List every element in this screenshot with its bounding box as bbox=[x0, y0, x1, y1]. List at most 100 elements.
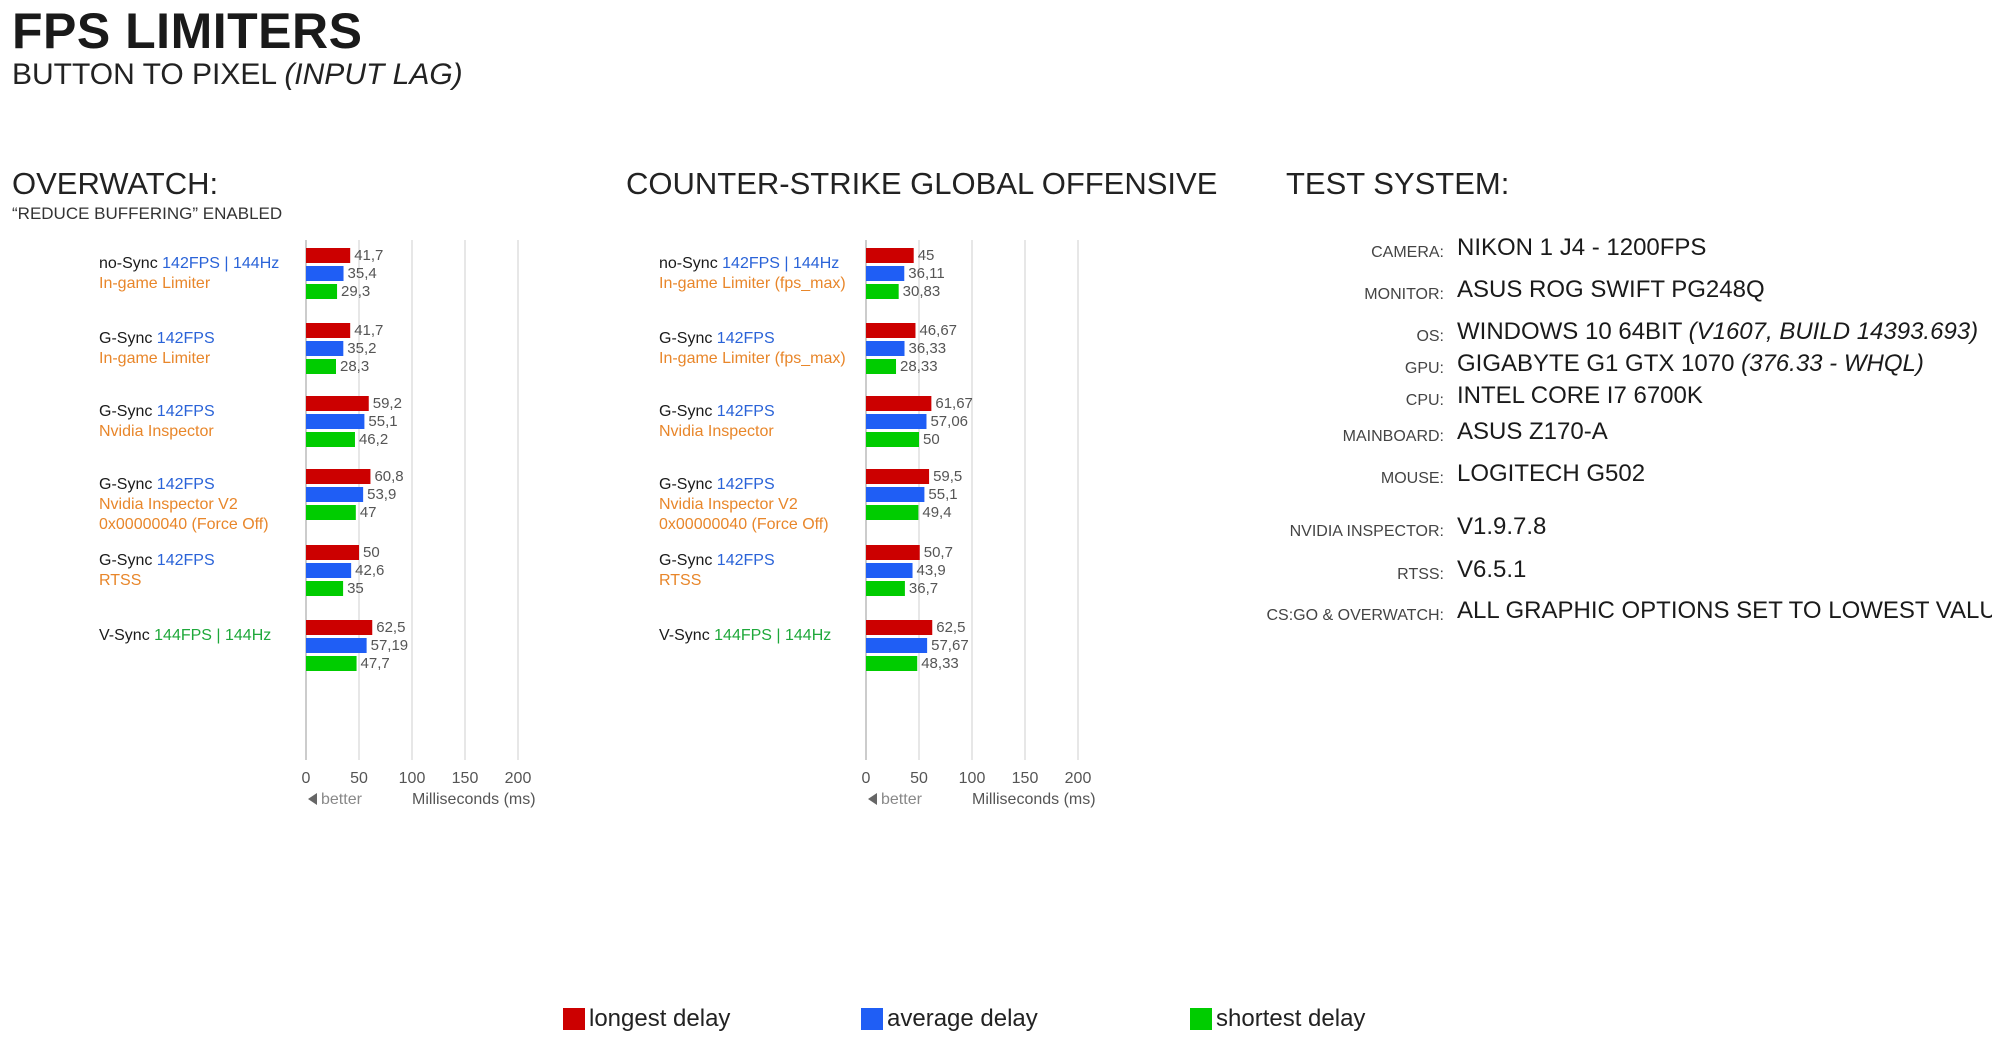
test-system-value: V1.9.7.8 bbox=[1457, 513, 1546, 541]
test-system-title: TEST SYSTEM: bbox=[1286, 166, 1510, 201]
bar-value-label: 36,33 bbox=[909, 340, 947, 357]
category-label: In-game Limiter (fps_max) bbox=[659, 275, 846, 292]
category-label: G-Sync 142FPS bbox=[99, 552, 215, 569]
bar-value-label: 53,9 bbox=[367, 486, 396, 503]
x-tick-label: 0 bbox=[302, 770, 311, 787]
category-label-part: Nvidia Inspector V2 bbox=[659, 496, 798, 513]
bar-value-label: 29,3 bbox=[341, 283, 370, 300]
legend-label: longest delay bbox=[589, 1005, 731, 1032]
legend-item: shortest delay bbox=[1190, 1005, 1365, 1033]
bar-value-label: 57,06 bbox=[930, 413, 968, 430]
better-arrow-icon bbox=[308, 793, 317, 805]
category-label: In-game Limiter bbox=[99, 350, 211, 367]
category-label-part: 0x00000040 (Force Off) bbox=[659, 516, 829, 533]
better-label: better bbox=[881, 791, 923, 808]
bar-value-label: 36,7 bbox=[909, 580, 938, 597]
bar-value-label: 62,5 bbox=[936, 619, 965, 636]
category-label: G-Sync 142FPS bbox=[99, 403, 215, 420]
category-label: G-Sync 142FPS bbox=[659, 403, 775, 420]
category-label: V-Sync 144FPS | 144Hz bbox=[659, 627, 831, 644]
bar bbox=[866, 359, 897, 374]
test-system-value-main: GIGABYTE G1 GTX 1070 bbox=[1457, 350, 1742, 377]
category-label: In-game Limiter bbox=[99, 275, 211, 292]
bar bbox=[866, 638, 928, 653]
category-label-part: 0x00000040 (Force Off) bbox=[99, 516, 269, 533]
test-system-value: GIGABYTE G1 GTX 1070 (376.33 - WHQL) bbox=[1457, 350, 1924, 378]
bar bbox=[866, 581, 905, 596]
category-label-part: 142FPS bbox=[717, 403, 775, 420]
bar-value-label: 28,33 bbox=[900, 358, 938, 375]
category-label-part: RTSS bbox=[99, 572, 141, 589]
bar bbox=[866, 469, 930, 484]
category-label-part: G-Sync bbox=[99, 552, 157, 569]
bar-value-label: 49,4 bbox=[922, 504, 951, 521]
test-system-row: GPU: GIGABYTE G1 GTX 1070 (376.33 - WHQL) bbox=[0, 350, 1992, 380]
bar bbox=[866, 656, 918, 671]
category-label-part: 142FPS bbox=[157, 403, 215, 420]
category-label: Nvidia Inspector V2 bbox=[99, 496, 238, 513]
category-label: RTSS bbox=[659, 572, 701, 589]
bar bbox=[866, 266, 905, 281]
bar-value-label: 50,7 bbox=[924, 544, 953, 561]
test-system-value: INTEL CORE I7 6700K bbox=[1457, 382, 1703, 410]
bar-value-label: 35,4 bbox=[348, 265, 377, 282]
category-label-part: G-Sync bbox=[659, 552, 717, 569]
x-axis-label: Milliseconds (ms) bbox=[972, 791, 1096, 808]
bar-value-label: 35 bbox=[347, 580, 364, 597]
category-label-part: 142FPS | 144Hz bbox=[162, 255, 279, 272]
test-system-row: MONITOR: ASUS ROG SWIFT PG248Q bbox=[0, 276, 1992, 306]
test-system-value-main: V6.5.1 bbox=[1457, 556, 1527, 583]
overwatch-title: OVERWATCH: bbox=[12, 166, 219, 201]
bar bbox=[306, 248, 351, 263]
category-label-part: 142FPS bbox=[157, 330, 215, 347]
bar bbox=[306, 266, 344, 281]
test-system-value: ASUS ROG SWIFT PG248Q bbox=[1457, 276, 1765, 304]
bar-value-label: 50 bbox=[923, 431, 940, 448]
bar bbox=[866, 432, 919, 447]
test-system-value-main: INTEL CORE I7 6700K bbox=[1457, 382, 1703, 409]
bar bbox=[866, 396, 932, 411]
x-tick-label: 150 bbox=[1012, 770, 1039, 787]
test-system-value: LOGITECH G502 bbox=[1457, 460, 1645, 488]
test-system-row: NVIDIA INSPECTOR: V1.9.7.8 bbox=[0, 513, 1992, 543]
test-system-row: CS:GO & OVERWATCH: ALL GRAPHIC OPTIONS SE… bbox=[0, 597, 1992, 627]
test-system-value-italic: (V1607, BUILD 14393.693) bbox=[1688, 318, 1979, 345]
bar-value-label: 47,7 bbox=[361, 655, 390, 672]
test-system-value-main: ALL GRAPHIC OPTIONS SET TO LOWEST VALUE bbox=[1457, 597, 1992, 624]
x-tick-label: 150 bbox=[452, 770, 479, 787]
bar bbox=[306, 341, 344, 356]
test-system-value-main: ASUS Z170-A bbox=[1457, 418, 1608, 445]
bar-value-label: 48,33 bbox=[921, 655, 959, 672]
category-label-part: In-game Limiter bbox=[99, 275, 211, 292]
bar bbox=[866, 248, 914, 263]
overwatch-subtitle: “REDUCE BUFFERING” ENABLED bbox=[12, 204, 283, 223]
test-system-row: CPU: INTEL CORE I7 6700K bbox=[0, 382, 1992, 412]
category-label-part: G-Sync bbox=[99, 403, 157, 420]
category-label-part: no-Sync bbox=[99, 255, 162, 272]
test-system-value: NIKON 1 J4 - 1200FPS bbox=[1457, 234, 1706, 262]
test-system-key: RTSS: bbox=[1397, 566, 1444, 583]
category-label: G-Sync 142FPS bbox=[659, 330, 775, 347]
test-system-value-main: NIKON 1 J4 - 1200FPS bbox=[1457, 234, 1707, 261]
x-tick-label: 200 bbox=[1065, 770, 1092, 787]
legend-item: average delay bbox=[861, 1005, 1038, 1033]
bar bbox=[866, 505, 919, 520]
test-system-row: MAINBOARD: ASUS Z170-A bbox=[0, 418, 1992, 448]
bar-value-label: 28,3 bbox=[340, 358, 369, 375]
bar-value-label: 46,2 bbox=[359, 431, 388, 448]
category-label-part: Nvidia Inspector bbox=[99, 423, 214, 440]
bar bbox=[306, 638, 367, 653]
bar bbox=[306, 545, 359, 560]
bar-value-label: 41,7 bbox=[354, 247, 383, 264]
legend-swatch bbox=[563, 1008, 585, 1030]
x-tick-label: 200 bbox=[505, 770, 532, 787]
bar bbox=[306, 432, 355, 447]
category-label: no-Sync 142FPS | 144Hz bbox=[99, 255, 279, 272]
category-label-part: 144FPS | 144Hz bbox=[714, 627, 831, 644]
bar-value-label: 62,5 bbox=[376, 619, 405, 636]
bar-value-label: 35,2 bbox=[347, 340, 376, 357]
bar-value-label: 55,1 bbox=[928, 486, 957, 503]
bar bbox=[866, 341, 905, 356]
bar-value-label: 45 bbox=[918, 247, 935, 264]
test-system-value: ASUS Z170-A bbox=[1457, 418, 1608, 446]
